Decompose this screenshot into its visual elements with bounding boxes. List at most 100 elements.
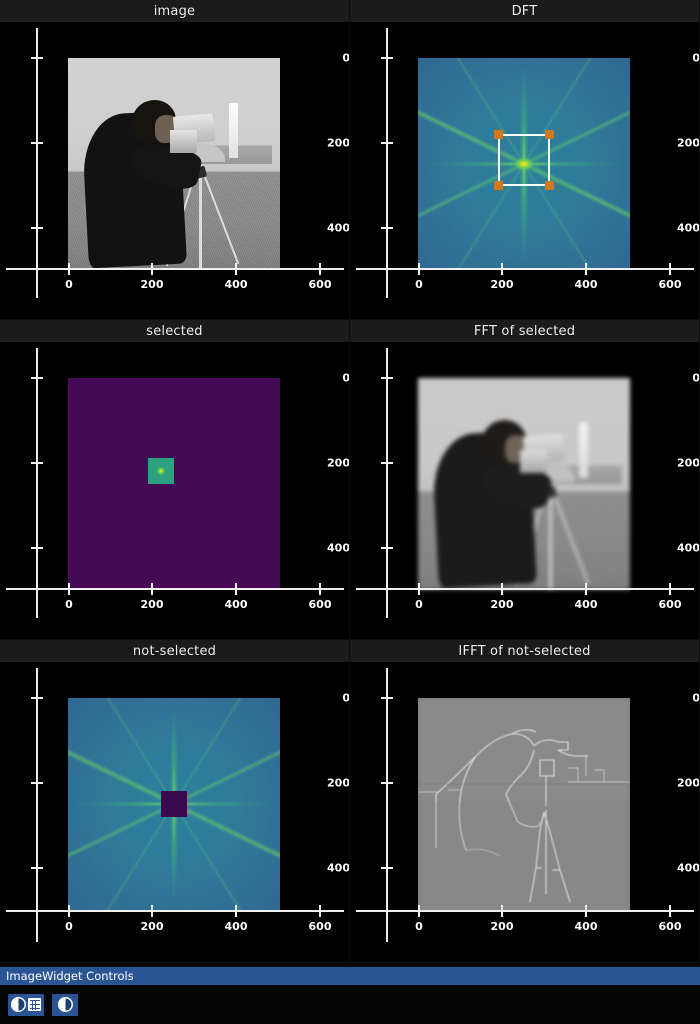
x-tick [585, 583, 587, 595]
subplot-title: not-selected [132, 643, 217, 659]
x-tick-label: 0 [65, 598, 73, 611]
plot-area[interactable]: 0 200 400 0 200 400 600 [350, 342, 700, 639]
y-tick [381, 142, 393, 144]
x-tick-label: 400 [224, 598, 248, 611]
x-tick [585, 905, 587, 917]
selected-frequency-patch [148, 458, 174, 484]
y-axis [36, 348, 38, 618]
edge-image-background [418, 698, 630, 910]
image-graphic-dft[interactable] [418, 58, 630, 270]
rectangle-selector[interactable] [494, 130, 554, 190]
y-tick-label: 0 [342, 371, 350, 385]
y-axis [386, 28, 388, 298]
y-tick-label: 200 [327, 456, 350, 470]
y-tick-label: 0 [692, 371, 700, 385]
tripod-leg-center [549, 494, 552, 590]
image-widget-controls: ImageWidget Controls [0, 962, 700, 1024]
y-tick [381, 867, 393, 869]
x-tick-label: 0 [415, 920, 423, 933]
contrast-button[interactable] [52, 993, 78, 1016]
contrast-histogram-button[interactable] [8, 993, 44, 1016]
contrast-icon [11, 997, 26, 1012]
edge-image-content [418, 698, 630, 910]
x-axis [356, 268, 694, 270]
subplot-title-band: IFFT of not-selected [350, 640, 699, 662]
x-tick [68, 263, 70, 275]
y-axis [36, 28, 38, 298]
camera-lens [169, 130, 198, 154]
plot-area[interactable]: 0 200 400 0 200 400 600 [0, 22, 350, 319]
x-tick [669, 583, 671, 595]
edge-outline-svg [418, 698, 630, 910]
y-tick [31, 782, 43, 784]
x-tick [319, 905, 321, 917]
x-tick-label: 400 [224, 920, 248, 933]
selector-handle-top-left[interactable] [494, 130, 503, 139]
image-graphic-not-selected[interactable] [68, 698, 280, 910]
image-graphic-highpass[interactable] [418, 698, 630, 910]
subplot-grid: image [0, 0, 700, 962]
subplot-image[interactable]: image [0, 0, 350, 320]
subplot-fft-of-selected[interactable]: FFT of selected [350, 320, 700, 640]
x-axis [6, 910, 344, 912]
x-tick-label: 600 [308, 278, 332, 291]
x-tick-label: 600 [308, 598, 332, 611]
removed-frequency-hole [161, 791, 187, 817]
y-tick-label: 0 [692, 691, 700, 705]
selector-handle-bottom-right[interactable] [545, 181, 554, 190]
x-tick [501, 263, 503, 275]
image-graphic-selected[interactable] [68, 378, 280, 590]
y-tick-label: 0 [342, 691, 350, 705]
controls-title-text: ImageWidget Controls [6, 969, 134, 983]
contrast-icon [57, 997, 73, 1012]
x-tick [669, 905, 671, 917]
y-tick [31, 462, 43, 464]
x-tick-label: 400 [574, 598, 598, 611]
image-graphic-cameraman[interactable] [68, 58, 280, 270]
subplot-title-band: selected [0, 320, 349, 342]
x-tick [235, 583, 237, 595]
plot-area[interactable]: 0 200 400 0 200 400 600 [350, 22, 700, 319]
x-tick-label: 600 [658, 598, 682, 611]
selector-handle-bottom-left[interactable] [494, 181, 503, 190]
x-tick [235, 905, 237, 917]
y-tick [381, 377, 393, 379]
y-tick [31, 377, 43, 379]
y-tick [31, 227, 43, 229]
x-tick [501, 583, 503, 595]
plot-area[interactable]: 0 200 400 0 200 400 600 [0, 342, 350, 639]
x-tick [235, 263, 237, 275]
x-tick-label: 400 [224, 278, 248, 291]
x-tick-label: 200 [490, 920, 514, 933]
subplot-title-band: FFT of selected [350, 320, 699, 342]
x-tick [418, 583, 420, 595]
controls-toolbar [0, 985, 700, 1024]
plot-area[interactable]: 0 200 400 0 200 400 600 [0, 662, 350, 961]
x-tick [669, 263, 671, 275]
controls-title-bar[interactable]: ImageWidget Controls [0, 967, 700, 985]
x-tick-label: 200 [140, 278, 164, 291]
subplot-selected[interactable]: selected 0 200 400 0 2 [0, 320, 350, 640]
subplot-dft[interactable]: DFT 0 200 400 [350, 0, 700, 320]
y-tick [381, 547, 393, 549]
y-tick [31, 867, 43, 869]
image-graphic-lowpass[interactable] [418, 378, 630, 590]
y-tick [381, 57, 393, 59]
subplot-ifft-of-not-selected[interactable]: IFFT of not-selected [350, 640, 700, 962]
y-tick [31, 547, 43, 549]
subplot-title-band: not-selected [0, 640, 349, 662]
subplot-not-selected[interactable]: not-selected 0 200 400 0 [0, 640, 350, 962]
y-tick-label: 400 [677, 861, 700, 875]
y-tick-label: 0 [692, 51, 700, 65]
selector-handle-top-right[interactable] [545, 130, 554, 139]
y-axis [386, 348, 388, 618]
y-axis [386, 668, 388, 942]
plot-area[interactable]: 0 200 400 0 200 400 600 [350, 662, 700, 961]
y-tick [381, 782, 393, 784]
y-tick-label: 0 [342, 51, 350, 65]
y-tick [31, 57, 43, 59]
subplot-title: image [153, 3, 196, 19]
y-tick-label: 400 [327, 221, 350, 235]
y-tick-label: 400 [677, 541, 700, 555]
x-tick-label: 600 [658, 278, 682, 291]
